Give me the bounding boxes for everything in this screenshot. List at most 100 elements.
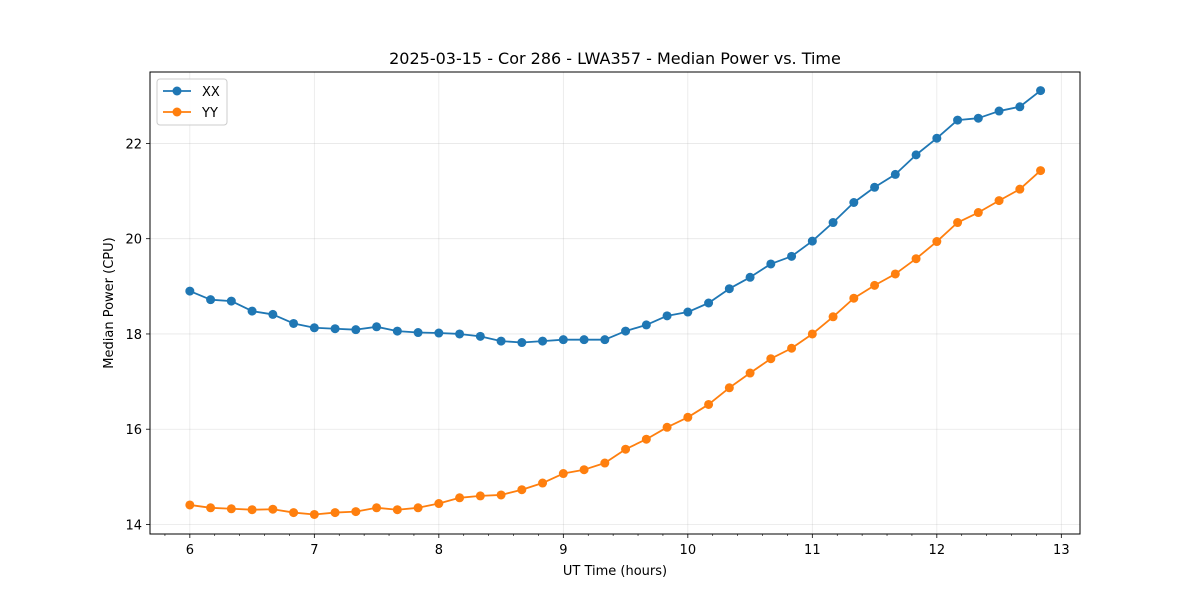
data-point-yy bbox=[1036, 166, 1046, 176]
x-tick-label: 7 bbox=[310, 543, 318, 558]
data-point-xx bbox=[268, 309, 278, 319]
x-tick-label: 12 bbox=[929, 543, 946, 558]
data-point-yy bbox=[662, 422, 672, 432]
data-point-yy bbox=[268, 504, 278, 514]
grid-layer bbox=[150, 72, 1080, 534]
data-point-yy bbox=[226, 504, 236, 514]
data-point-xx bbox=[496, 336, 506, 346]
data-point-xx bbox=[247, 306, 257, 316]
data-point-xx bbox=[641, 320, 651, 330]
data-point-xx bbox=[558, 335, 568, 345]
data-point-xx bbox=[185, 286, 195, 296]
data-point-xx bbox=[849, 198, 859, 207]
x-tick-label: 10 bbox=[680, 543, 697, 558]
data-point-xx bbox=[309, 323, 319, 333]
data-point-yy bbox=[787, 343, 797, 353]
data-point-xx bbox=[807, 236, 817, 246]
data-point-xx bbox=[226, 296, 236, 306]
data-point-yy bbox=[413, 503, 423, 513]
axes-layer: 6 7 8 9 10 11 12 13 14 16 18 20 22 bbox=[125, 137, 1069, 558]
data-point-yy bbox=[1015, 184, 1025, 194]
data-point-xx bbox=[413, 328, 423, 338]
data-point-xx bbox=[724, 284, 734, 294]
data-point-yy bbox=[828, 312, 838, 322]
data-point-xx bbox=[392, 326, 402, 336]
legend-label-xx: XX bbox=[202, 85, 220, 100]
data-point-xx bbox=[206, 295, 216, 305]
data-point-yy bbox=[745, 368, 755, 378]
legend-label-yy: YY bbox=[201, 106, 218, 121]
data-point-yy bbox=[185, 500, 195, 510]
data-point-xx bbox=[953, 115, 963, 125]
y-axis-label: Median Power (CPU) bbox=[102, 237, 117, 368]
data-point-xx bbox=[662, 311, 672, 321]
data-point-yy bbox=[953, 218, 963, 228]
data-point-xx bbox=[330, 324, 340, 334]
data-point-xx bbox=[621, 326, 631, 336]
data-point-xx bbox=[911, 150, 921, 160]
y-tick-label: 20 bbox=[125, 233, 142, 248]
data-point-yy bbox=[641, 434, 651, 444]
legend-marker-xx bbox=[172, 86, 182, 96]
data-point-yy bbox=[911, 254, 921, 264]
data-point-xx bbox=[745, 272, 755, 282]
data-point-yy bbox=[538, 478, 548, 488]
data-point-yy bbox=[890, 269, 900, 279]
series-layer bbox=[185, 86, 1046, 519]
data-point-yy bbox=[621, 444, 631, 454]
data-point-yy bbox=[994, 196, 1004, 206]
data-point-xx bbox=[1015, 102, 1025, 112]
data-point-yy bbox=[309, 509, 319, 519]
data-point-yy bbox=[724, 383, 734, 393]
y-tick-label: 18 bbox=[125, 328, 142, 343]
y-tick-label: 16 bbox=[125, 423, 142, 438]
data-point-yy bbox=[289, 508, 299, 518]
plot-area-frame bbox=[149, 71, 1081, 535]
data-point-xx bbox=[517, 338, 527, 348]
chart-title: 2025-03-15 - Cor 286 - LWA357 - Median P… bbox=[389, 49, 841, 68]
data-point-yy bbox=[206, 503, 216, 513]
data-point-yy bbox=[372, 503, 382, 513]
data-point-xx bbox=[455, 329, 465, 339]
data-point-yy bbox=[600, 458, 610, 468]
data-point-xx bbox=[289, 318, 299, 328]
data-point-yy bbox=[704, 399, 714, 409]
x-axis-label: UT Time (hours) bbox=[563, 564, 667, 579]
data-point-xx bbox=[870, 182, 880, 192]
data-point-xx bbox=[475, 331, 485, 341]
x-tick-label: 8 bbox=[435, 543, 443, 558]
data-point-yy bbox=[849, 293, 859, 303]
data-point-yy bbox=[392, 505, 402, 515]
data-point-yy bbox=[434, 499, 444, 509]
series-yy bbox=[185, 166, 1046, 519]
data-point-yy bbox=[870, 280, 880, 290]
data-point-xx bbox=[579, 335, 589, 345]
x-tick-label: 9 bbox=[559, 543, 567, 558]
data-point-xx bbox=[538, 336, 548, 346]
data-point-xx bbox=[704, 298, 714, 308]
x-tick-label: 6 bbox=[186, 543, 194, 558]
data-point-xx bbox=[434, 328, 444, 338]
data-point-yy bbox=[683, 412, 693, 422]
y-tick-label: 14 bbox=[125, 518, 142, 533]
legend: XX YY bbox=[156, 78, 228, 126]
legend-marker-yy bbox=[172, 107, 182, 117]
data-point-xx bbox=[351, 325, 361, 335]
data-point-xx bbox=[828, 218, 838, 228]
x-tick-label: 13 bbox=[1053, 543, 1070, 558]
data-point-xx bbox=[600, 335, 610, 345]
data-point-yy bbox=[330, 508, 340, 518]
x-tick-label: 11 bbox=[804, 543, 821, 558]
data-point-xx bbox=[683, 307, 693, 317]
data-point-yy bbox=[475, 491, 485, 501]
data-point-yy bbox=[496, 490, 506, 500]
y-tick-label: 22 bbox=[125, 137, 142, 152]
data-point-xx bbox=[973, 113, 983, 123]
data-point-yy bbox=[807, 329, 817, 339]
data-point-xx bbox=[1036, 86, 1046, 96]
data-point-yy bbox=[247, 505, 257, 515]
data-point-yy bbox=[351, 507, 361, 517]
data-point-xx bbox=[994, 106, 1004, 116]
data-point-yy bbox=[455, 493, 465, 503]
